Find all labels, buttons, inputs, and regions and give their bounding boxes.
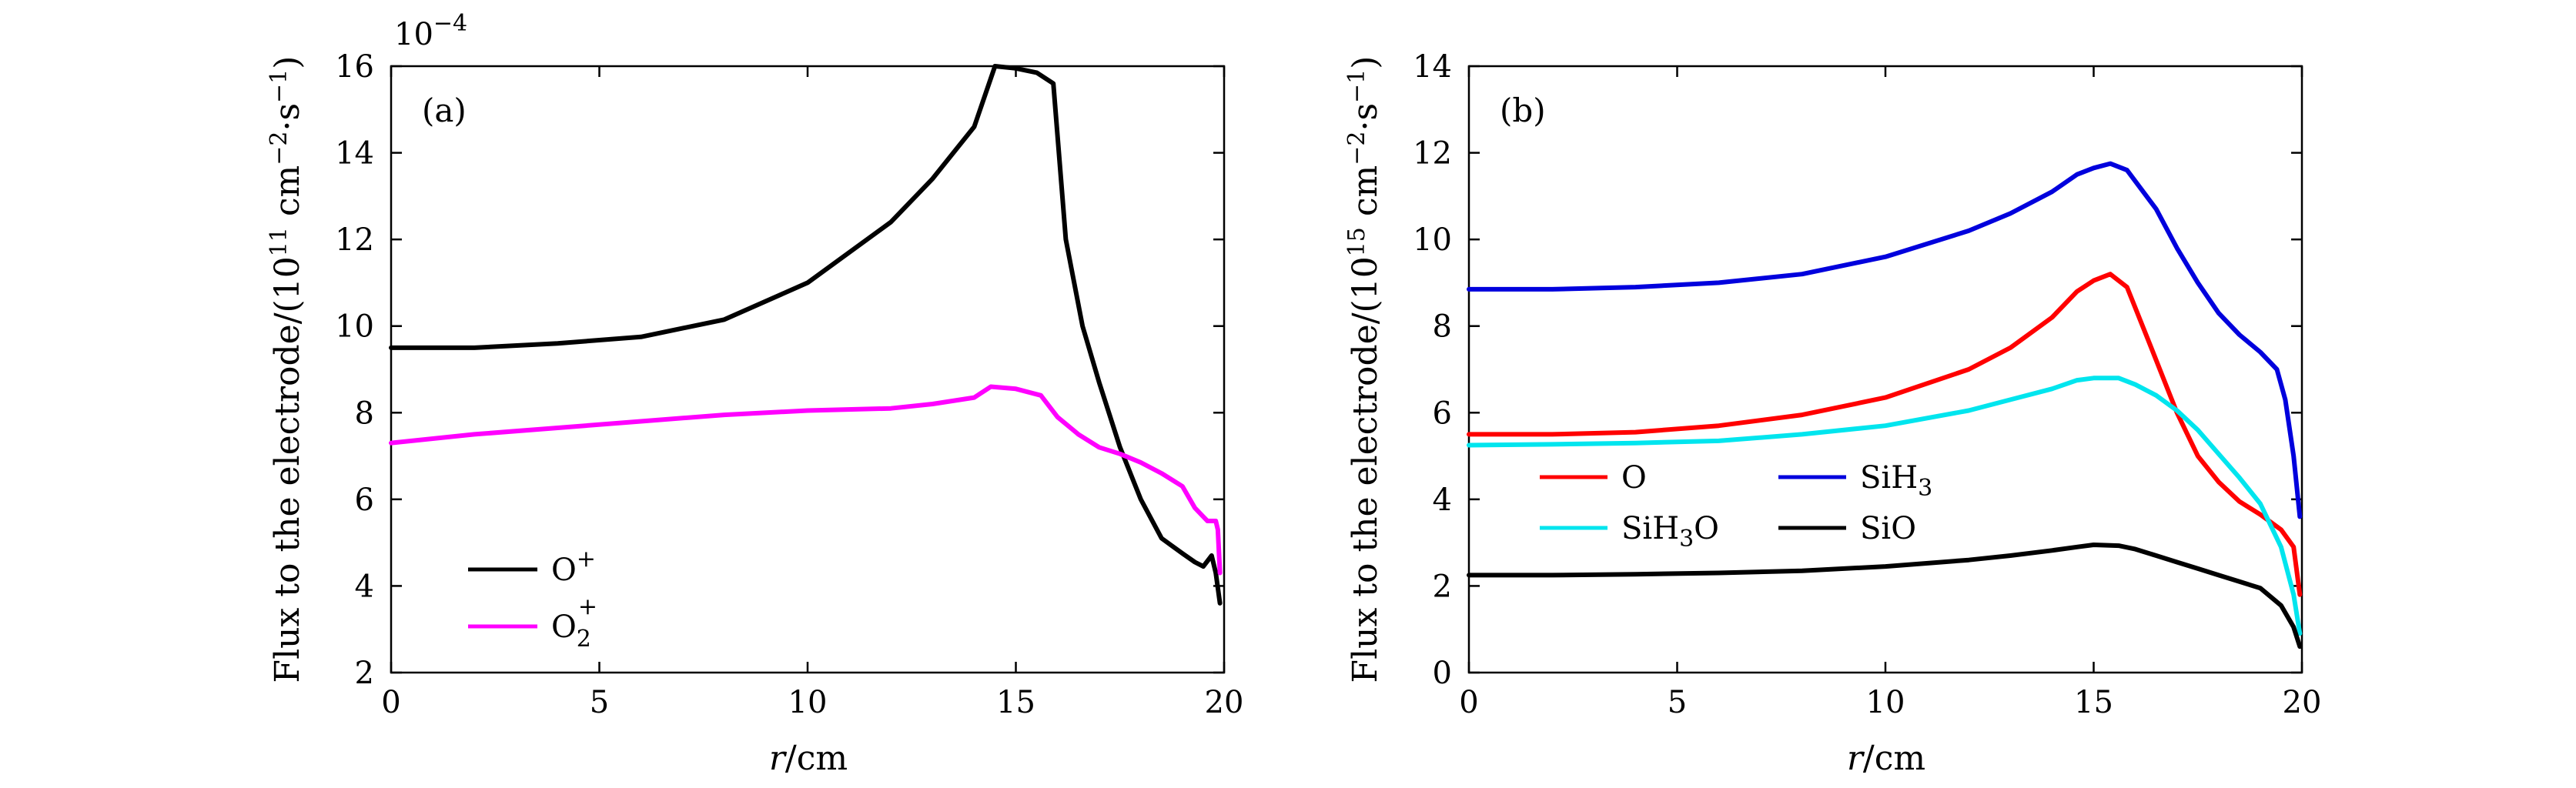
panel-a-chart: 0 5 10 15 20 2 4 6 8 10 12 14 16 (a) 10−4 r/cm Flux …: [266, 10, 1243, 778]
panel-b-xlabel: r/cm: [1847, 739, 1925, 778]
legend-label-sih3: SiH3: [1860, 460, 1932, 502]
series-line-o: [1467, 272, 2303, 597]
panel-b-legend: O SiH3 SiH3O SiO: [1540, 460, 1932, 553]
series-line-o-plus: [389, 64, 1223, 606]
panel-a-legend: O+ O2+: [468, 546, 597, 653]
series-line-sio: [1467, 543, 2303, 649]
x-tick-label: 15: [2074, 685, 2113, 720]
y-tick-label: 8: [355, 396, 374, 431]
y-tick-label: 4: [355, 569, 374, 604]
legend-label-sih3o: SiH3O: [1621, 511, 1719, 553]
y-tick-label: 2: [355, 656, 374, 691]
legend-label-o-plus: O+: [551, 546, 596, 588]
panel-a-ylabel: Flux to the electrode/(1011 cm−2·s−1): [266, 56, 307, 683]
y-tick-label: 12: [335, 222, 374, 258]
y-tick-label: 12: [1413, 136, 1452, 172]
panel-b-ticks: 0 5 10 15 20 0 2 4 6 8 10 12 14: [1413, 49, 2321, 720]
x-tick-label: 5: [1668, 685, 1687, 720]
x-tick-label: 20: [1205, 685, 1244, 720]
panel-b-chart: 0 5 10 15 20 0 2 4 6 8 10 12 14 (b) r/cm Flux to the…: [1343, 49, 2321, 778]
legend-label-sio: SiO: [1860, 511, 1916, 546]
panel-a-ticks: 0 5 10 15 20 2 4 6 8 10 12 14 16: [335, 49, 1243, 720]
x-tick-label: 0: [1459, 685, 1478, 720]
series-line-sih3o: [1467, 376, 2303, 636]
panel-a-xlabel: r/cm: [769, 739, 848, 778]
y-tick-label: 2: [1433, 569, 1452, 604]
panel-a-label: (a): [422, 92, 467, 129]
series-line-o2-plus: [389, 384, 1223, 576]
y-tick-label: 10: [1413, 222, 1452, 258]
y-tick-label: 16: [335, 49, 374, 85]
legend-label-o2-plus: O2+: [551, 593, 597, 653]
x-tick-label: 10: [1866, 685, 1905, 720]
x-tick-label: 20: [2283, 685, 2322, 720]
panel-b-ylabel: Flux to the electrode/(1015 cm−2·s−1): [1343, 56, 1385, 683]
panel-a-series: [389, 64, 1223, 606]
y-tick-label: 4: [1433, 482, 1452, 518]
x-tick-label: 5: [590, 685, 609, 720]
legend-label-o: O: [1621, 460, 1647, 496]
y-tick-label: 10: [335, 309, 374, 345]
y-tick-label: 14: [1413, 49, 1452, 85]
y-tick-label: 6: [355, 482, 374, 518]
series-line-sih3: [1467, 161, 2303, 519]
x-tick-label: 10: [788, 685, 828, 720]
y-tick-label: 0: [1433, 656, 1452, 691]
y-tick-label: 14: [335, 136, 374, 172]
panel-a-multiplier: 10−4: [394, 10, 467, 52]
panel-a-plot-frame: [390, 65, 1226, 674]
y-tick-label: 6: [1433, 396, 1452, 431]
panel-b-plot-frame: [1467, 65, 2303, 674]
panel-b-series: [1467, 161, 2303, 649]
panel-b-label: (b): [1500, 92, 1546, 129]
y-tick-label: 8: [1433, 309, 1452, 345]
x-tick-label: 15: [996, 685, 1035, 720]
x-tick-label: 0: [381, 685, 400, 720]
